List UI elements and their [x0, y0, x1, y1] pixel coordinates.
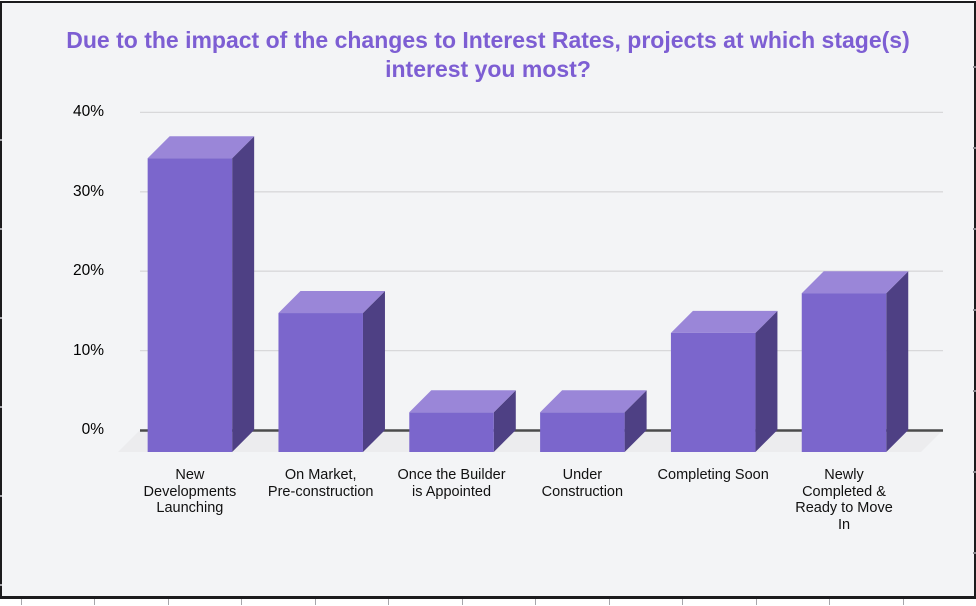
spreadsheet-gridline-tick [973, 309, 976, 311]
spreadsheet-gridline-tick [608, 599, 610, 605]
y-tick-label-10: 10% [72, 341, 104, 359]
spreadsheet-gridline-tick [0, 228, 2, 230]
chart-title: Due to the impact of the changes to Inte… [28, 26, 948, 84]
spreadsheet-gridline-tick [973, 552, 976, 554]
spreadsheet-gridline-tick [902, 599, 904, 605]
spreadsheet-gridline-tick [167, 599, 169, 605]
spreadsheet-gridline-tick [682, 599, 683, 605]
spreadsheet-gridline-tick [0, 317, 2, 319]
x-category-label-4: Under Construction [541, 467, 624, 500]
spreadsheet-gridline-tick [20, 599, 22, 605]
spreadsheet-gridline-tick [241, 599, 242, 605]
spreadsheet-gridline-tick [0, 584, 2, 586]
spreadsheet-gridline-tick [314, 599, 316, 605]
y-tick-label-20: 20% [72, 262, 104, 280]
spreadsheet-gridline-tick [461, 599, 463, 605]
spreadsheet-gridline-tick [388, 599, 389, 605]
chart-title-text: Due to the impact of the changes to Inte… [66, 27, 910, 82]
spreadsheet-gridline-tick [973, 66, 976, 68]
y-tick-label-30: 30% [72, 182, 104, 200]
x-category-label-5: Completing Soon [657, 467, 769, 483]
spreadsheet-gridline-tick [0, 406, 2, 408]
x-category-label-6: Newly Completed & Ready to Move In [795, 467, 893, 533]
y-tick-label-0: 0% [81, 421, 104, 438]
spreadsheet-gridline-tick [973, 228, 976, 230]
spreadsheet-gridline-tick [0, 139, 2, 141]
spreadsheet-gridline-tick [973, 147, 976, 149]
spreadsheet-gridline-tick [94, 599, 95, 605]
y-tick-label-40: 40% [72, 103, 104, 121]
x-category-label-2: On Market, Pre-construction [267, 467, 374, 500]
spreadsheet-gridline-tick [829, 599, 830, 605]
spreadsheet-gridline-tick [973, 390, 976, 392]
spreadsheet-gridline-tick [755, 599, 757, 605]
spreadsheet-gridline-tick [0, 495, 2, 497]
spreadsheet-gridline-tick [973, 471, 976, 473]
spreadsheet-gridline-tick [535, 599, 536, 605]
x-category-label-3: Once the Builder is Appointed [397, 467, 506, 500]
x-category-label-1: New Developments Launching [143, 467, 237, 516]
